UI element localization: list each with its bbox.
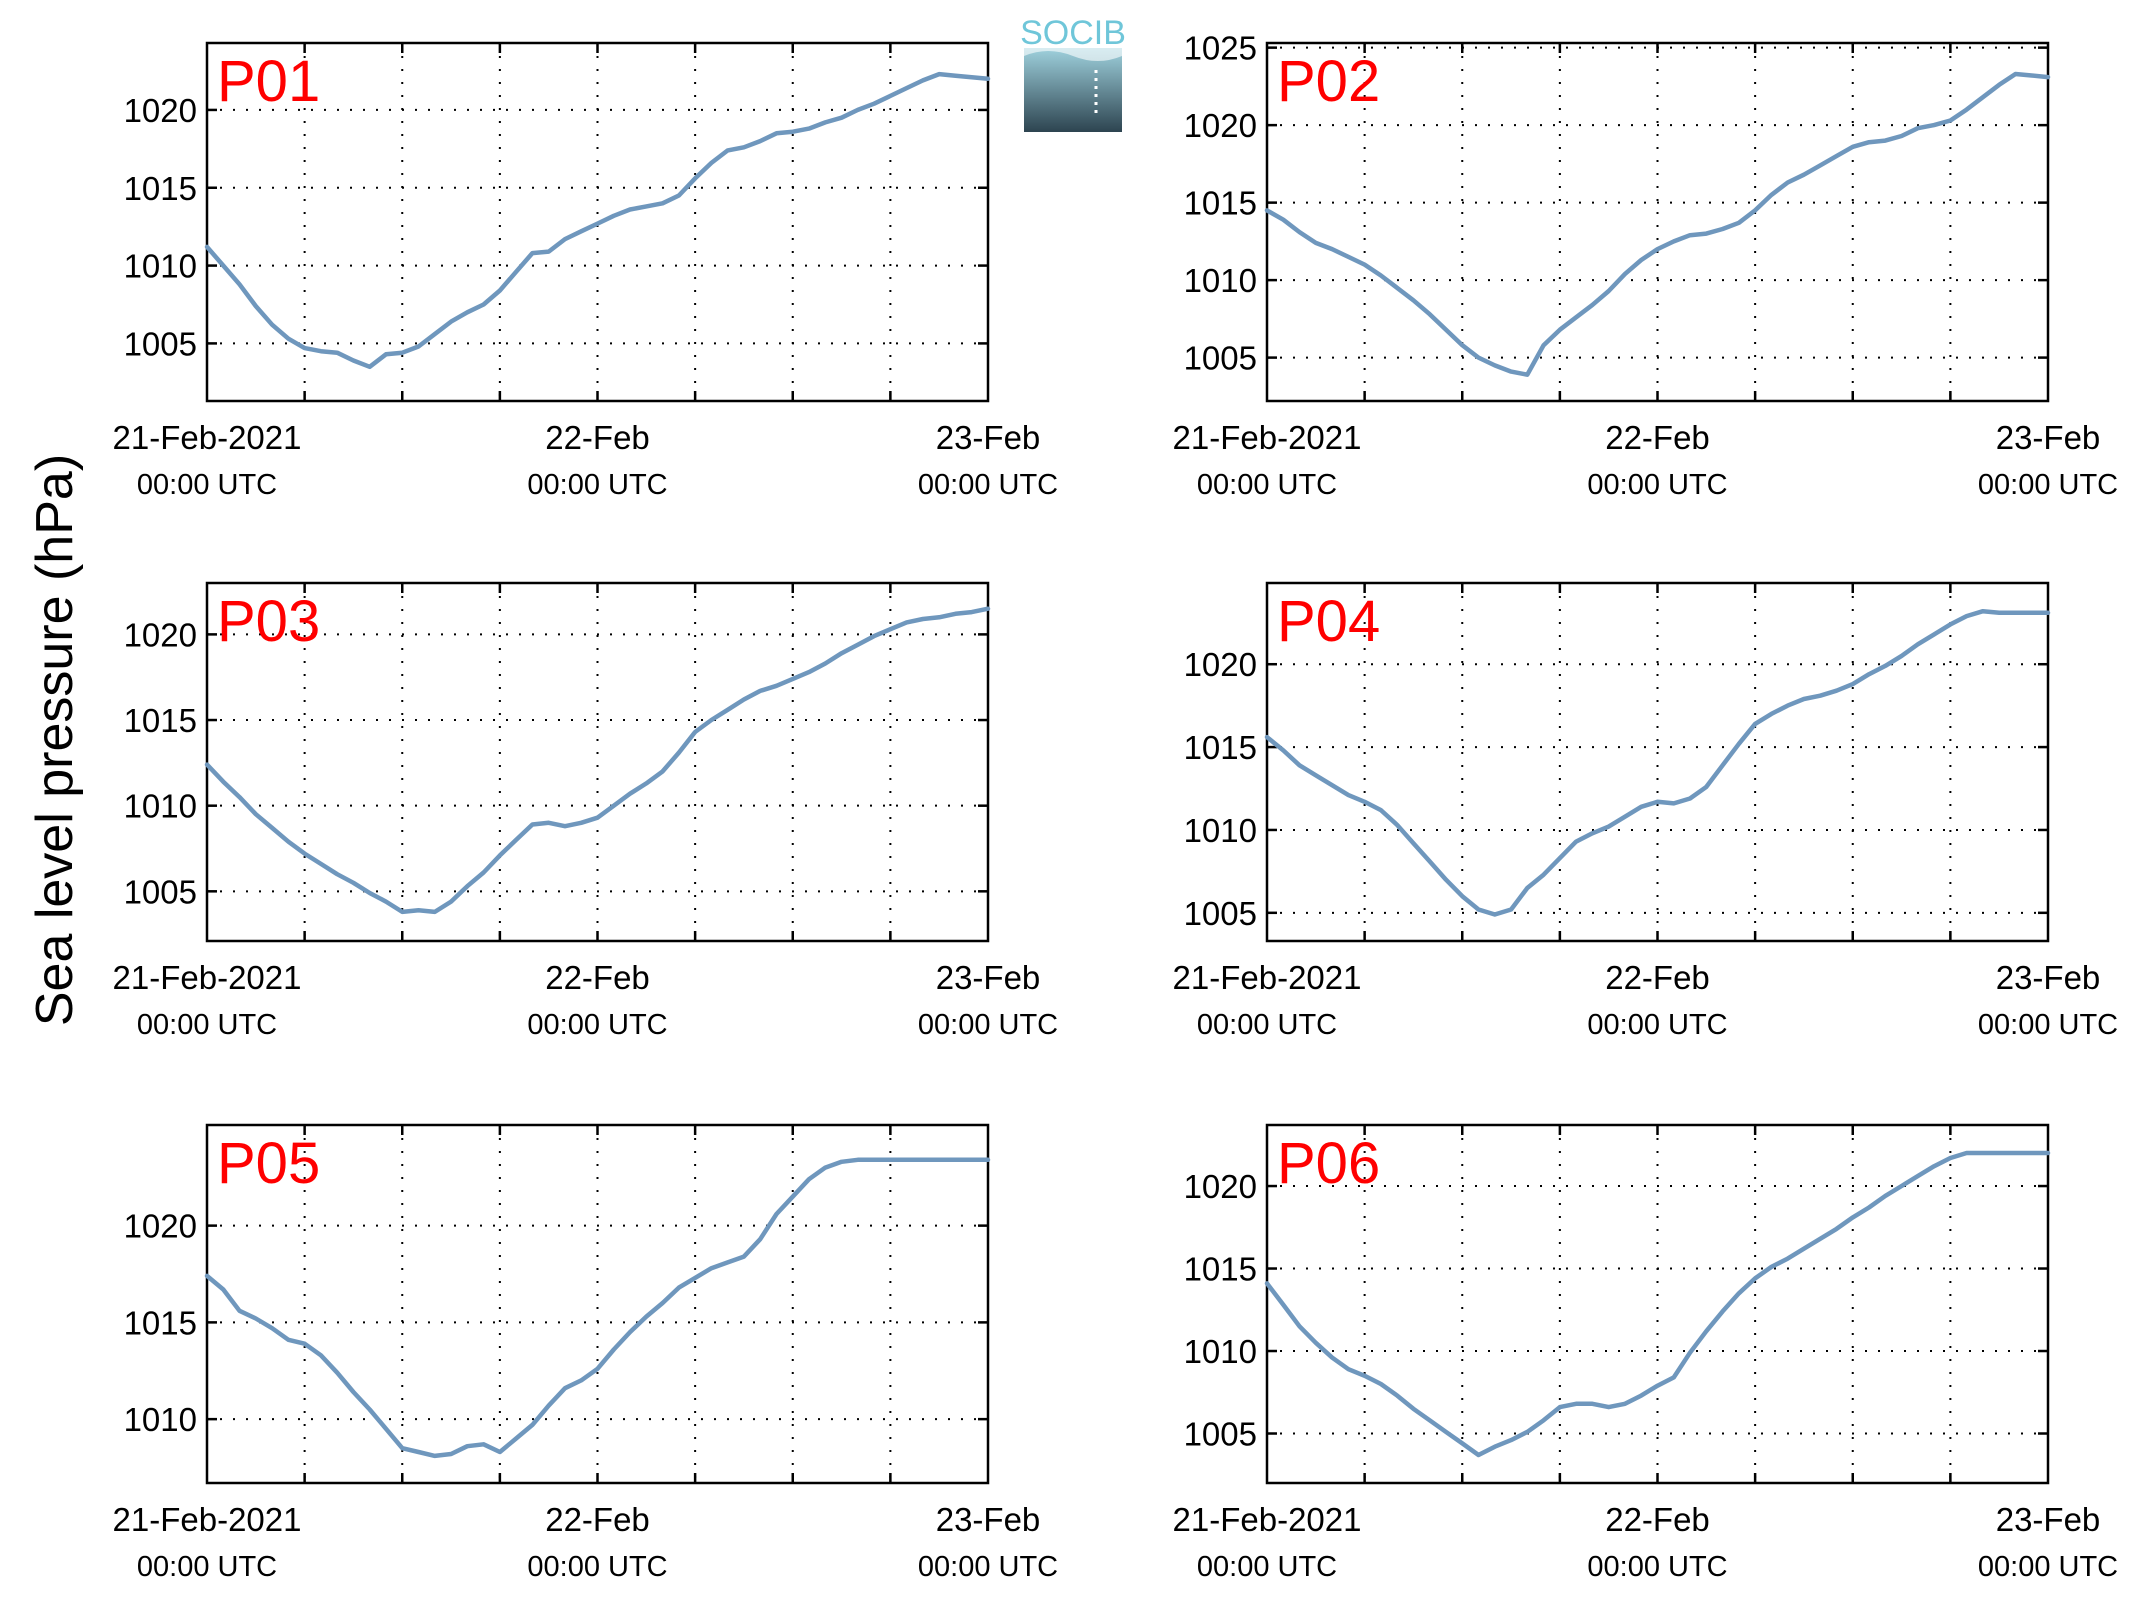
y-tick-label: 1020 [1184,1168,1257,1205]
panel-p01: 1005 1010 1015 1020 P01 21-Feb-2021 00:00 UTC 2… [113,41,1058,501]
x-tick-time-label: 00:00 UTC [137,1009,277,1041]
plot-frame [1265,1123,2050,1485]
socib-logo-wave [1024,48,1122,61]
plot-frame [205,581,990,943]
x-tick-date-label: 21-Feb-2021 [113,1501,302,1538]
x-tick-date-label: 22-Feb [545,959,650,996]
x-tick-time-label: 00:00 UTC [1197,1009,1337,1041]
pressure-line-p04 [1264,608,2051,917]
x-tick-time-label: 00:00 UTC [1587,1551,1727,1583]
x-tick-date-label: 21-Feb-2021 [113,959,302,996]
y-tick-label: 1010 [124,248,197,285]
x-tick-date-label: 21-Feb-2021 [1173,1501,1362,1538]
y-tick-label: 1015 [124,702,197,739]
x-tick-time-label: 00:00 UTC [1197,469,1337,501]
x-tick-date-label: 23-Feb [936,959,1041,996]
y-tick-label: 1020 [124,1208,197,1245]
x-tick-date-label: 23-Feb [1996,419,2101,456]
y-tick-label: 1005 [124,325,197,362]
y-tick-label: 1020 [124,616,197,653]
y-tick-label: 1015 [124,170,197,207]
x-tick-date-label: 22-Feb [1605,959,1710,996]
y-tick-label: 1015 [1184,729,1257,766]
x-tick-time-label: 00:00 UTC [527,1009,667,1041]
pressure-line-p03 [204,606,991,915]
x-tick-date-label: 21-Feb-2021 [1173,419,1362,456]
x-tick-date-label: 21-Feb-2021 [1173,959,1362,996]
y-tick-label: 1015 [1184,185,1257,222]
y-tick-label: 1020 [1184,107,1257,144]
x-tick-date-label: 22-Feb [1605,1501,1710,1538]
x-tick-time-label: 00:00 UTC [137,1551,277,1583]
pressure-line-p02 [1264,71,2051,377]
panel-label-p05: P05 [217,1131,320,1196]
x-tick-time-label: 00:00 UTC [527,1551,667,1583]
y-tick-label: 1010 [1184,812,1257,849]
x-tick-date-label: 22-Feb [545,1501,650,1538]
y-tick-label: 1025 [1184,30,1257,67]
x-tick-date-label: 22-Feb [1605,419,1710,456]
x-tick-time-label: 00:00 UTC [1978,469,2118,501]
x-tick-time-label: 00:00 UTC [918,1009,1058,1041]
y-tick-label: 1005 [1184,340,1257,377]
x-tick-date-label: 23-Feb [936,1501,1041,1538]
x-tick-date-label: 23-Feb [1996,959,2101,996]
x-tick-time-label: 00:00 UTC [1587,469,1727,501]
y-tick-label: 1005 [1184,895,1257,932]
x-tick-date-label: 21-Feb-2021 [113,419,302,456]
plot-frame [205,41,990,403]
panel-p05: 1010 1015 1020 P05 21-Feb-2021 00:00 UTC 22-Fe… [113,1123,1058,1583]
x-tick-time-label: 00:00 UTC [1197,1551,1337,1583]
y-tick-label: 1020 [124,92,197,129]
panel-label-p04: P04 [1277,589,1380,654]
y-tick-label: 1015 [124,1304,197,1341]
x-tick-time-label: 00:00 UTC [918,469,1058,501]
y-tick-label: 1015 [1184,1251,1257,1288]
plot-frame [1265,41,2050,403]
x-tick-date-label: 23-Feb [1996,1501,2101,1538]
x-tick-date-label: 23-Feb [936,419,1041,456]
plot-frame [205,1123,990,1485]
y-tick-label: 1010 [1184,262,1257,299]
y-axis-label: Sea level pressure (hPa) [26,454,84,1026]
panel-label-p06: P06 [1277,1131,1380,1196]
x-tick-time-label: 00:00 UTC [1978,1009,2118,1041]
pressure-line-p06 [1264,1150,2051,1458]
y-tick-label: 1020 [1184,646,1257,683]
plot-frame [1265,581,2050,943]
socib-logo-text: SOCIB [1020,14,1126,52]
panel-p02: 1005 1010 1015 1020 1025 P02 21-Feb-2021 00:00 … [1173,30,2119,501]
panel-label-p02: P02 [1277,49,1380,114]
panel-p06: 1005 1010 1015 1020 P06 21-Feb-2021 00:00 UTC 2… [1173,1123,2118,1583]
x-tick-time-label: 00:00 UTC [918,1551,1058,1583]
panel-label-p03: P03 [217,589,320,654]
x-tick-time-label: 00:00 UTC [527,469,667,501]
x-tick-time-label: 00:00 UTC [1978,1551,2118,1583]
socib-logo: SOCIB [1020,14,1126,132]
pressure-line-p01 [204,71,991,370]
pressure-line-p05 [204,1157,991,1459]
panel-p04: 1005 1010 1015 1020 P04 21-Feb-2021 00:00 UTC 2… [1173,581,2118,1041]
x-tick-time-label: 00:00 UTC [1587,1009,1727,1041]
x-tick-date-label: 22-Feb [545,419,650,456]
y-tick-label: 1005 [1184,1416,1257,1453]
socib-logo-block [1024,48,1122,132]
y-tick-label: 1005 [124,873,197,910]
panel-label-p01: P01 [217,49,320,114]
y-tick-label: 1010 [1184,1333,1257,1370]
x-tick-time-label: 00:00 UTC [137,469,277,501]
panel-p03: 1005 1010 1015 1020 P03 21-Feb-2021 00:00 UTC 2… [113,581,1058,1041]
y-tick-label: 1010 [124,788,197,825]
y-tick-label: 1010 [124,1401,197,1438]
